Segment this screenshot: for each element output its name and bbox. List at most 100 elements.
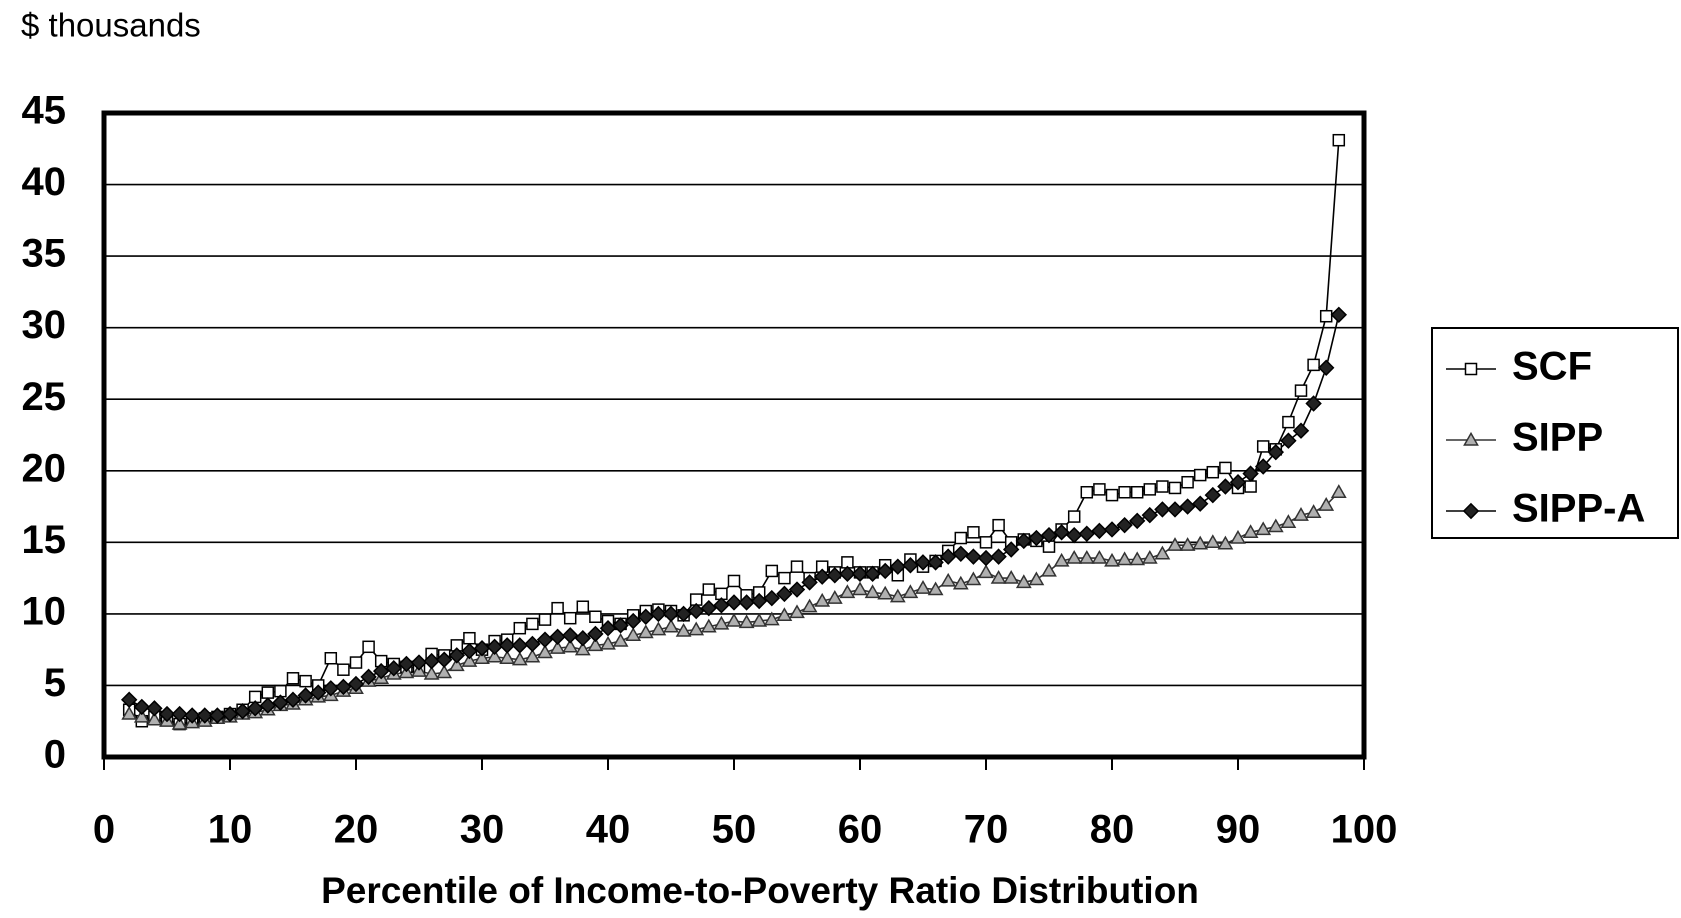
marker [1141,506,1159,524]
marker [1307,358,1320,372]
marker [1191,495,1209,512]
marker [121,705,138,720]
x-tick-label: 70 [964,808,1009,852]
marker [1267,443,1285,461]
marker [954,531,968,545]
marker [1080,485,1094,499]
marker [448,657,465,672]
marker [1028,571,1045,586]
marker [473,640,491,657]
marker [536,631,554,648]
marker [574,641,591,656]
marker [1293,507,1309,521]
marker [940,572,957,587]
y-tick-label: 40 [22,160,67,204]
marker [284,691,302,708]
marker [662,605,680,623]
marker [1294,384,1308,397]
marker [687,602,705,620]
x-axis-label: Percentile of Income-to-Poverty Ratio Di… [321,870,1199,911]
marker [612,632,629,647]
marker [979,536,993,549]
marker [990,548,1007,565]
marker [423,665,440,680]
marker [599,619,617,637]
marker [1015,574,1032,589]
marker [1181,475,1194,489]
marker [1053,524,1070,541]
marker [1065,526,1083,544]
marker [1256,440,1270,453]
marker [1093,483,1106,496]
marker [600,635,616,650]
marker [1078,549,1095,564]
marker [1192,535,1209,550]
marker [1002,541,1020,558]
marker [246,700,264,717]
marker [1255,521,1272,536]
marker [965,571,982,586]
y-tick-label: 25 [22,375,67,419]
marker [826,567,844,584]
marker [851,565,869,583]
marker [902,584,919,599]
x-tick-label: 30 [460,808,505,852]
marker [1317,359,1335,376]
marker [1167,537,1183,551]
marker [561,627,579,644]
marker [977,549,995,567]
marker [1154,501,1171,518]
marker [915,580,931,594]
x-tick-label: 10 [208,808,253,852]
marker [1292,422,1310,439]
marker [952,575,969,590]
marker [877,585,894,600]
x-tick-label: 20 [334,808,379,852]
marker [675,622,692,637]
marker [826,590,843,604]
marker [864,565,881,583]
marker [1217,535,1234,550]
marker [1219,461,1232,475]
series-line [128,140,1340,725]
marker [511,637,529,654]
x-tick-label: 80 [1090,808,1135,852]
marker [120,691,138,708]
marker [789,604,805,619]
marker [574,630,592,647]
marker [1129,551,1146,566]
marker [990,569,1007,584]
marker [778,571,791,585]
marker [688,621,705,636]
marker [902,557,919,574]
marker [435,651,453,668]
marker [1003,569,1020,584]
marker [196,707,214,724]
marker [1141,549,1158,564]
y-tick-label: 5 [44,661,66,705]
marker [1116,516,1133,534]
marker [261,686,275,699]
marker [650,621,667,636]
marker [1103,521,1121,538]
marker [813,568,831,585]
marker [221,705,239,723]
marker [612,617,629,634]
marker [663,618,679,633]
marker [965,548,982,565]
marker [299,674,312,688]
marker [562,638,579,653]
marker [700,618,717,633]
marker [1305,504,1322,518]
marker [725,594,743,611]
marker [362,640,375,654]
marker [587,625,604,643]
legend-label: SIPP [1512,416,1603,460]
marker [183,707,201,724]
marker [1230,529,1246,544]
marker [927,554,944,571]
marker [1143,483,1157,496]
marker [1305,395,1322,412]
marker [486,648,503,663]
marker [349,656,363,669]
